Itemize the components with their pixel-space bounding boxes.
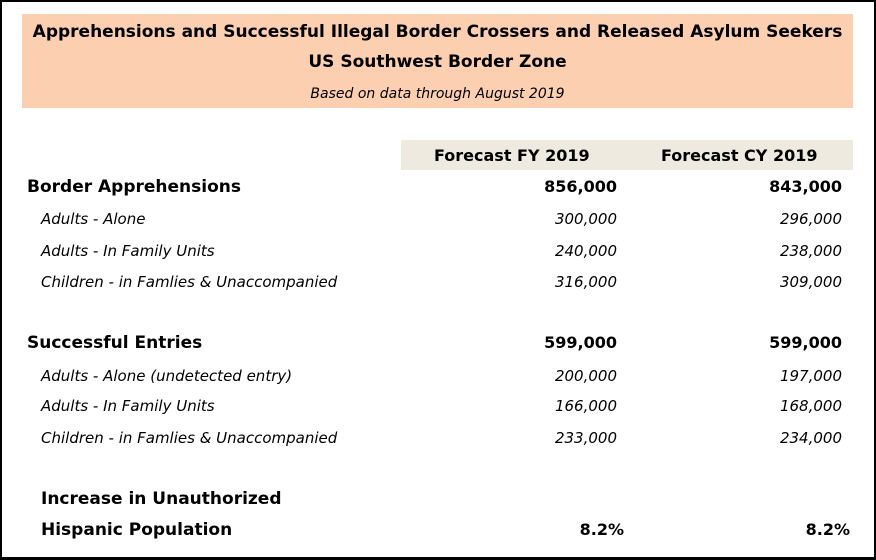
row-label: Adults - In Family Units — [41, 242, 215, 260]
row-label: Adults - Alone — [41, 210, 146, 228]
column-header-band: Forecast FY 2019 Forecast CY 2019 — [401, 140, 853, 170]
row-value-cy: 234,000 — [779, 429, 842, 447]
page-title: Apprehensions and Successful Illegal Bor… — [32, 22, 843, 42]
row-label: Children - in Famlies & Unaccompanied — [41, 429, 338, 447]
entries-fy-total: 599,000 — [544, 333, 617, 352]
apprehensions-cy-total: 843,000 — [769, 177, 842, 196]
row-value-fy: 300,000 — [554, 210, 617, 228]
row-value-fy: 240,000 — [554, 242, 617, 260]
row-label: Adults - In Family Units — [41, 397, 215, 415]
row-label: Children - in Famlies & Unaccompanied — [41, 273, 338, 291]
row-value-fy: 316,000 — [554, 273, 617, 291]
section-label-apprehensions: Border Apprehensions — [27, 177, 242, 197]
entries-cy-total: 599,000 — [769, 333, 842, 352]
section-label-entries: Successful Entries — [27, 333, 203, 353]
row-label: Adults - Alone (undetected entry) — [41, 367, 293, 385]
title-banner: Apprehensions and Successful Illegal Bor… — [22, 14, 853, 108]
section-label-population: Increase in Unauthorized — [41, 489, 282, 509]
row-value-cy: 197,000 — [779, 367, 842, 385]
row-value-cy: 168,000 — [779, 397, 842, 415]
column-header-cy: Forecast CY 2019 — [661, 146, 818, 165]
population-cy-value: 8.2% — [805, 520, 850, 539]
row-value-fy: 233,000 — [554, 429, 617, 447]
section-label-population-line2: Hispanic Population — [41, 520, 233, 540]
apprehensions-fy-total: 856,000 — [544, 177, 617, 196]
row-value-cy: 309,000 — [779, 273, 842, 291]
page-title-line2: US Southwest Border Zone — [308, 52, 567, 72]
row-value-fy: 200,000 — [554, 367, 617, 385]
column-header-fy: Forecast FY 2019 — [434, 146, 590, 165]
row-value-fy: 166,000 — [554, 397, 617, 415]
population-fy-value: 8.2% — [579, 520, 624, 539]
page-subtitle: Based on data through August 2019 — [310, 86, 565, 102]
row-value-cy: 296,000 — [779, 210, 842, 228]
row-value-cy: 238,000 — [779, 242, 842, 260]
